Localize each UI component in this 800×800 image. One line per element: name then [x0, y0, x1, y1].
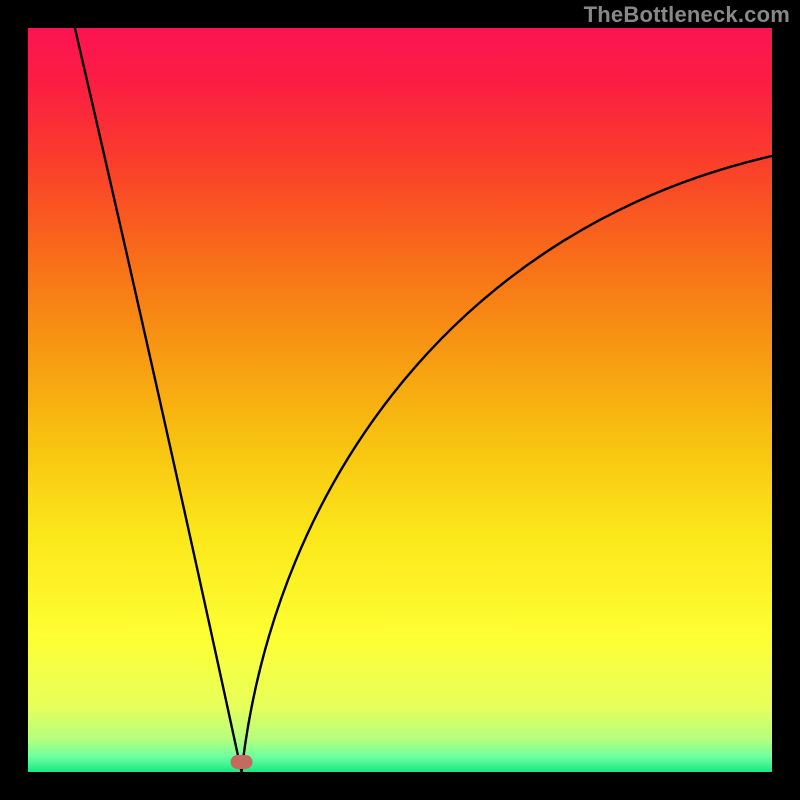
plot-background [28, 28, 772, 772]
vertex-marker [231, 755, 253, 769]
chart-frame: TheBottleneck.com [0, 0, 800, 800]
watermark-text: TheBottleneck.com [584, 2, 790, 28]
chart-svg [0, 0, 800, 800]
